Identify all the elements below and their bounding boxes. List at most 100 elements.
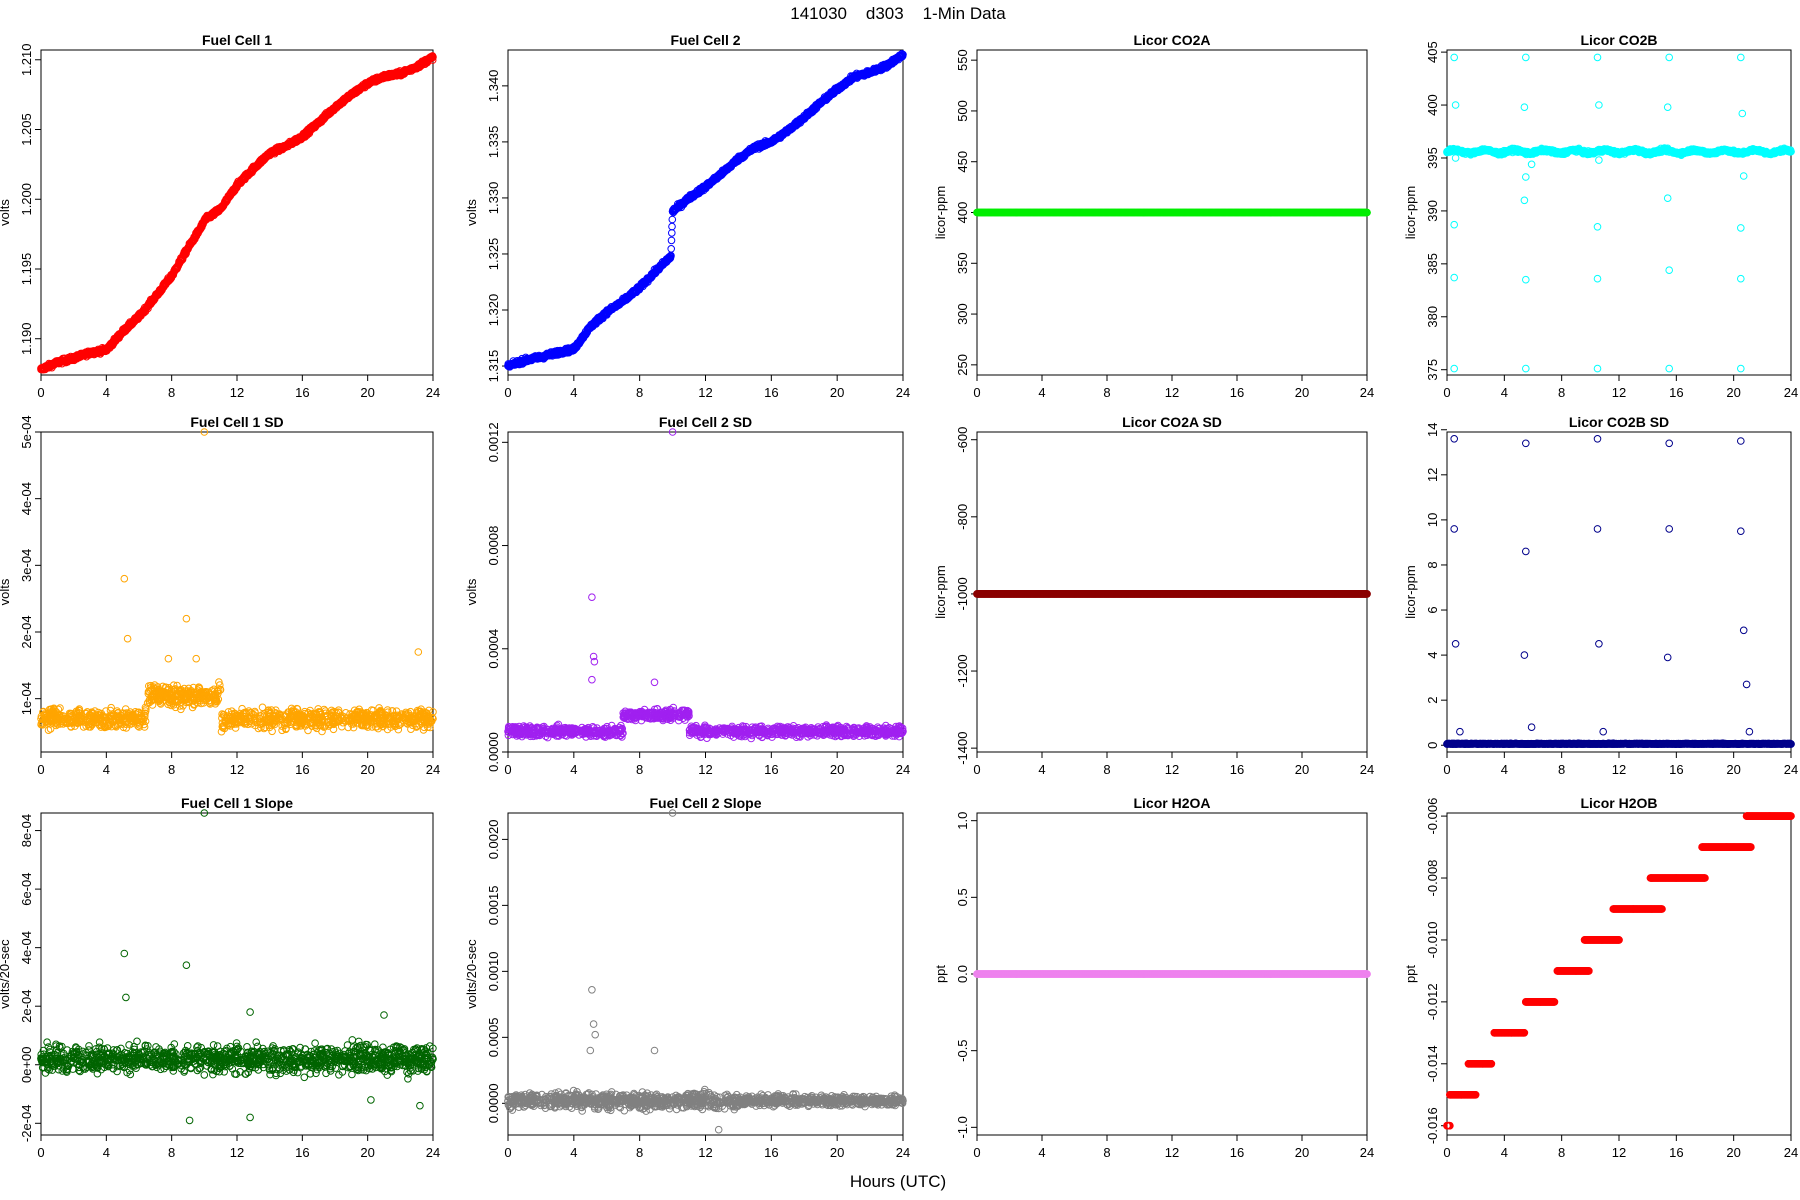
- x-tick-label: 16: [295, 385, 309, 400]
- panels: Fuel Cell 10 4 8 12 16 20 241.1901.1951.2001.2…: [0, 32, 1798, 1160]
- panel-title: Fuel Cell 2: [670, 32, 740, 48]
- data-point: [1665, 364, 1673, 373]
- series-points: [37, 52, 437, 374]
- sample-point: [667, 245, 676, 253]
- x-tick-label: 24: [426, 385, 440, 400]
- x-tick-label: 4: [103, 385, 110, 400]
- x-tick-label: 4: [570, 385, 577, 400]
- panel-title: Licor CO2A: [1133, 32, 1210, 48]
- x-tick-label: 16: [764, 385, 778, 400]
- sample-point: [668, 229, 676, 237]
- y-tick-label: 1.335: [486, 126, 501, 159]
- data-point: [1737, 364, 1745, 373]
- x-tick-label: 4: [1501, 385, 1508, 400]
- x-axis: 0 4 8 12 16 20 24: [973, 375, 1374, 400]
- data-point: [1522, 53, 1530, 62]
- y-tick-label: 550: [955, 49, 970, 71]
- data-point: [1595, 101, 1603, 109]
- x-axis: 0 4 8 12 16 20 24: [504, 375, 910, 400]
- x-tick-label: 20: [1726, 385, 1740, 400]
- y-axis-label: volts: [0, 199, 12, 226]
- series-points: [1443, 53, 1795, 373]
- panel-1: Fuel Cell 20 4 8 12 16 20 241.3151.3201.3251.3…: [464, 32, 910, 400]
- x-tick-label: 24: [1784, 385, 1798, 400]
- data-point: [1738, 109, 1747, 118]
- y-tick-label: 300: [955, 303, 970, 325]
- y-tick-label: 1.200: [19, 183, 34, 216]
- y-tick-label: 405: [1425, 41, 1440, 63]
- y-tick-label: 390: [1425, 200, 1440, 222]
- data-point: [1665, 266, 1673, 275]
- plot-frame: [507, 49, 904, 376]
- sample-point: [667, 236, 676, 245]
- x-tick-label: 16: [1669, 385, 1683, 400]
- x-tick-label: 20: [1295, 385, 1309, 400]
- data-point: [1450, 364, 1458, 373]
- panel-3: Licor CO2B 0 4 8 12 16 20 24 375 380 385 390 395 400 4…: [1403, 32, 1798, 400]
- x-tick-label: 8: [1103, 385, 1110, 400]
- data-point: [1520, 196, 1529, 205]
- y-tick-label: 450: [955, 151, 970, 173]
- data-point: [1737, 274, 1745, 283]
- sample-point: [668, 222, 676, 231]
- y-tick-label: 375: [1425, 359, 1440, 381]
- x-tick-label: 24: [1360, 385, 1374, 400]
- panel-title: Fuel Cell 1: [202, 32, 272, 48]
- data-point: [1593, 274, 1602, 283]
- data-point: [1522, 275, 1530, 284]
- x-tick-label: 0: [1443, 385, 1450, 400]
- figure-title: 141030 d303 1-Min Data: [790, 4, 1006, 23]
- data-point: [1665, 53, 1673, 62]
- y-tick-label: 1.315: [486, 350, 501, 383]
- data-point: [1663, 194, 1672, 202]
- x-tick-label: 20: [830, 385, 844, 400]
- y-tick-label: 380: [1425, 306, 1440, 328]
- y-tick-label: 1.210: [19, 43, 34, 76]
- x-tick-label: 4: [1038, 385, 1045, 400]
- y-tick-label: 395: [1425, 147, 1440, 169]
- x-tick-label: 12: [230, 385, 244, 400]
- y-tick-label: 385: [1425, 253, 1440, 275]
- data-point: [1522, 364, 1530, 373]
- data-point: [1739, 172, 1748, 180]
- data-point: [1520, 103, 1529, 111]
- data-point: [1451, 101, 1460, 109]
- y-tick-label: 400: [1425, 94, 1440, 116]
- x-tick-label: 8: [1558, 385, 1565, 400]
- x-tick-label: 16: [1230, 385, 1244, 400]
- x-tick-label: 12: [698, 385, 712, 400]
- x-axis: 0 4 8 12 16 20 24: [37, 375, 440, 400]
- y-tick-label: 1.330: [486, 182, 501, 215]
- y-tick-label: 1.320: [486, 294, 501, 327]
- data-point: [1593, 53, 1602, 62]
- x-tick-label: 12: [1165, 385, 1179, 400]
- y-tick-label: 500: [955, 100, 970, 122]
- data-point: [1450, 273, 1458, 282]
- data-point: [1595, 156, 1603, 164]
- figure-xlabel: Hours (UTC): [850, 1172, 946, 1191]
- y-axis-label: licor-ppm: [1403, 186, 1418, 239]
- plot-frame: [40, 49, 434, 376]
- y-axis-label: volts: [464, 199, 479, 226]
- x-tick-label: 8: [636, 385, 643, 400]
- data-point: [1593, 223, 1602, 231]
- panel-title: Licor CO2B: [1580, 32, 1657, 48]
- plot-frame: [1446, 49, 1792, 376]
- series-points: [504, 50, 907, 371]
- y-tick-label: 1.205: [19, 113, 34, 146]
- x-tick-label: 12: [1612, 385, 1626, 400]
- y-axis: 375 380 385 390 395 400 405: [1425, 41, 1447, 381]
- x-tick-label: 0: [504, 385, 511, 400]
- y-tick-label: 1.340: [486, 70, 501, 103]
- sample-point: [668, 215, 677, 224]
- data-point: [1450, 53, 1458, 62]
- x-tick-label: 0: [37, 385, 44, 400]
- data-point: [1663, 103, 1672, 111]
- panel-0: Fuel Cell 10 4 8 12 16 20 241.1901.1951.2001.2…: [0, 32, 440, 400]
- series-points: [973, 208, 1371, 217]
- y-tick-label: 1.190: [19, 322, 34, 355]
- data-point: [1737, 224, 1745, 232]
